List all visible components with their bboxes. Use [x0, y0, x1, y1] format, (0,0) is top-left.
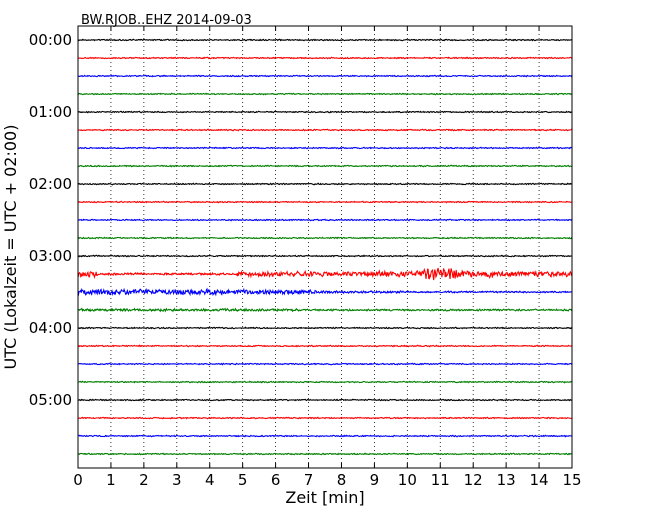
trace-line [77, 307, 573, 313]
x-tick-label: 15 [562, 471, 581, 489]
trace-line [77, 74, 573, 78]
y-tick-label: 03:00 [29, 247, 72, 265]
x-tick-label: 3 [172, 471, 182, 489]
x-tick-label: 11 [431, 471, 450, 489]
trace-line [78, 92, 573, 96]
x-tick-label: 2 [139, 471, 149, 489]
traces [77, 38, 573, 456]
trace-line [77, 218, 573, 222]
trace-line [77, 254, 573, 258]
trace-line [77, 362, 573, 366]
x-tick-label: 5 [238, 471, 248, 489]
trace-line [77, 182, 573, 186]
trace-line [77, 236, 573, 240]
x-tick-label: 4 [205, 471, 215, 489]
x-tick-label: 1 [106, 471, 116, 489]
x-tick-label: 0 [73, 471, 83, 489]
trace-line [77, 110, 573, 114]
trace-line [77, 38, 573, 42]
trace-line [77, 267, 573, 281]
trace-line [77, 452, 573, 456]
x-tick-label: 13 [497, 471, 516, 489]
trace-line [77, 287, 573, 297]
x-axis: 0 1 2 3 4 5 6 7 8 9 10 11 12 13 14 15 [73, 26, 582, 489]
chart-title: BW.RJOB..EHZ 2014-09-03 [81, 13, 252, 28]
x-tick-label: 8 [337, 471, 347, 489]
y-axis: 00:00 01:00 02:00 03:00 04:00 05:00 [29, 31, 572, 409]
trace-line [77, 344, 573, 348]
plot-frame [77, 25, 573, 469]
y-axis-label: UTC (Lokalzeit = UTC + 02:00) [1, 125, 20, 370]
grid [110, 26, 540, 468]
x-tick-label: 10 [398, 471, 417, 489]
trace-line [77, 380, 573, 384]
trace-line [77, 56, 573, 60]
x-tick-label: 12 [464, 471, 483, 489]
y-tick-label: 05:00 [29, 391, 72, 409]
x-tick-label: 6 [271, 471, 281, 489]
trace-line [77, 416, 573, 420]
x-axis-label: Zeit [min] [285, 488, 364, 507]
y-tick-label: 01:00 [29, 103, 72, 121]
trace-line [77, 128, 573, 132]
x-tick-label: 7 [304, 471, 314, 489]
trace-line [77, 164, 573, 168]
y-tick-label: 02:00 [29, 175, 72, 193]
trace-line [77, 434, 573, 438]
trace-line [77, 200, 573, 204]
trace-line [77, 146, 573, 150]
trace-line [77, 326, 573, 330]
x-tick-label: 14 [530, 471, 549, 489]
y-tick-label: 04:00 [29, 319, 72, 337]
y-tick-label: 00:00 [29, 31, 72, 49]
trace-line [77, 398, 573, 402]
x-tick-label: 9 [370, 471, 380, 489]
